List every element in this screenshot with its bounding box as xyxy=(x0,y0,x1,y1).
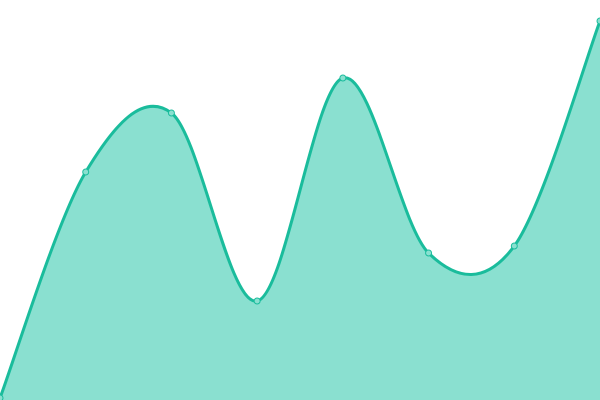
series-line xyxy=(0,20,600,399)
data-point-1 xyxy=(82,168,90,176)
data-point-2 xyxy=(167,109,175,117)
data-point-3 xyxy=(253,297,261,305)
data-point-6 xyxy=(510,242,518,250)
data-point-0 xyxy=(0,394,4,400)
data-markers xyxy=(0,17,600,400)
data-point-7 xyxy=(596,17,600,25)
area-fill xyxy=(0,21,600,400)
data-point-5 xyxy=(425,249,433,257)
data-point-4 xyxy=(339,74,347,82)
